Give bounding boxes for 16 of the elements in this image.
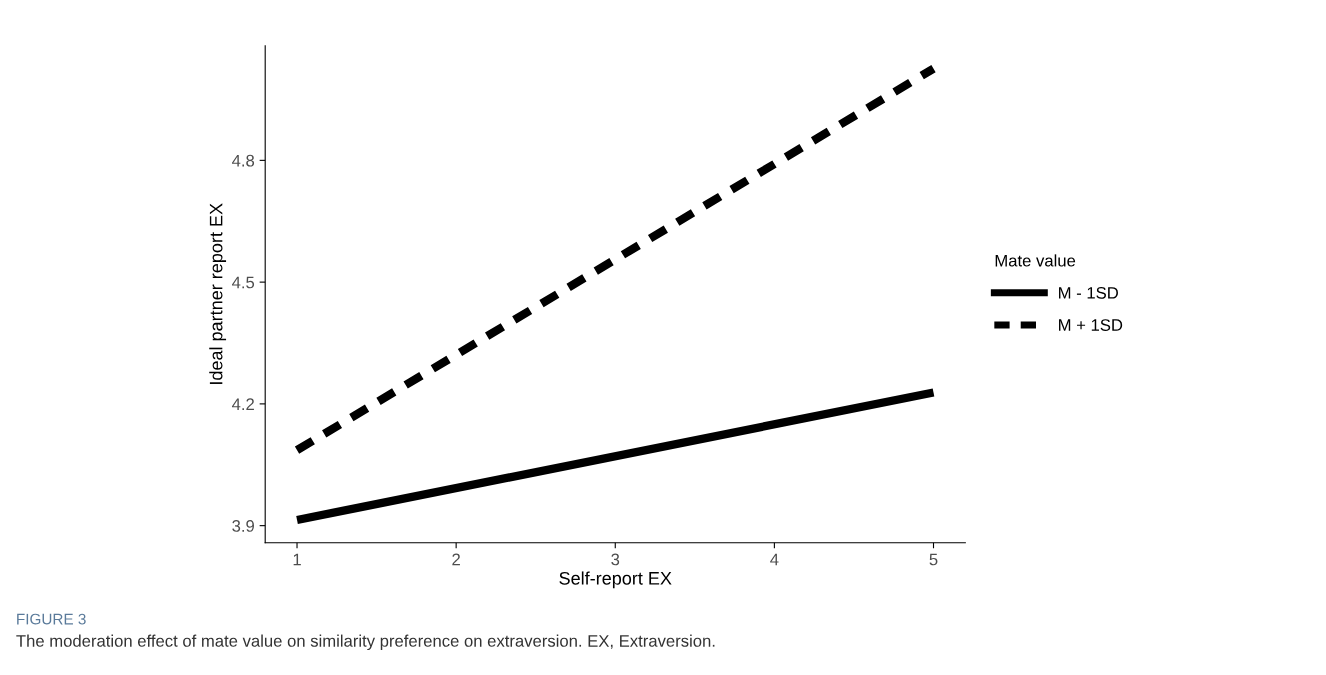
x-tick-label: 1 [293, 553, 301, 566]
caption: FIGURE 3 [17, 613, 86, 625]
x-tick-label: 4 [770, 553, 779, 566]
x-tick-label: 5 [929, 553, 938, 566]
y-tick-label: 3.9 [232, 520, 254, 532]
x-tick-label: 3 [611, 553, 620, 566]
legend-label: M + 1SD [1059, 319, 1123, 331]
x-tick-label: 2 [452, 553, 460, 566]
y-tick-label: 4.2 [232, 398, 254, 410]
y-axis-title: Ideal partner report EX [209, 203, 227, 384]
y-tick-label: 4.5 [232, 276, 255, 289]
x-axis-title: Self-report EX [559, 571, 672, 589]
legend-label: M - 1SD [1059, 286, 1118, 299]
y-tick-label: 4.8 [232, 154, 255, 167]
legend-title: Mate value [995, 254, 1076, 267]
text: The moderation effect of mate value on similarity preference on extraversion. EX, Extraversion. [16, 634, 715, 651]
